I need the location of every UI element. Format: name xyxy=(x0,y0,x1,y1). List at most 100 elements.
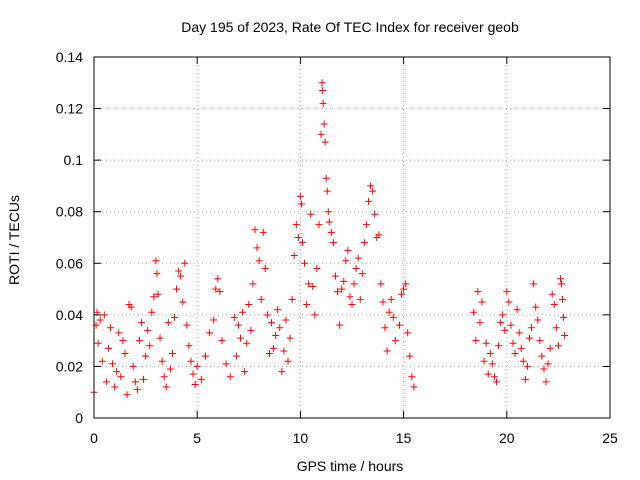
data-point xyxy=(501,326,509,334)
data-point xyxy=(290,252,298,260)
data-point xyxy=(94,339,102,347)
data-point xyxy=(137,319,145,327)
data-point xyxy=(511,350,519,358)
data-point xyxy=(164,319,172,327)
data-point xyxy=(495,342,503,350)
data-point xyxy=(324,208,332,216)
data-point xyxy=(329,239,337,247)
data-point xyxy=(492,378,500,386)
data-point xyxy=(294,234,302,241)
data-point xyxy=(321,138,329,146)
data-point xyxy=(336,321,344,329)
data-point xyxy=(189,370,197,378)
data-point xyxy=(383,347,391,355)
data-point xyxy=(142,352,150,360)
data-point xyxy=(129,362,137,370)
data-point xyxy=(387,295,395,303)
data-point xyxy=(245,301,253,309)
y-axis-label: ROTI / TECUs xyxy=(6,195,22,285)
data-point xyxy=(237,334,245,342)
data-point xyxy=(284,357,292,365)
data-point xyxy=(486,350,494,358)
data-point xyxy=(247,326,255,334)
data-point xyxy=(371,210,379,218)
data-point xyxy=(153,270,161,278)
data-point xyxy=(325,218,333,226)
data-point xyxy=(526,334,534,342)
data-point xyxy=(113,368,121,376)
data-point xyxy=(358,270,366,278)
data-point xyxy=(327,228,335,236)
data-point xyxy=(560,313,568,321)
data-point xyxy=(398,290,406,298)
data-point xyxy=(490,373,498,381)
data-point xyxy=(243,339,251,347)
data-point xyxy=(191,380,199,388)
data-point xyxy=(360,239,368,247)
y-tick-label: 0.1 xyxy=(64,152,84,168)
data-point xyxy=(474,288,482,296)
data-point xyxy=(268,319,276,327)
data-point xyxy=(107,324,115,332)
data-point xyxy=(162,383,170,391)
data-point xyxy=(297,200,305,208)
data-point xyxy=(318,79,326,87)
data-point xyxy=(515,329,523,337)
data-point xyxy=(111,383,119,391)
grid-lines xyxy=(94,57,610,418)
data-point xyxy=(334,288,342,296)
data-point xyxy=(270,344,278,352)
y-tick-label: 0.08 xyxy=(56,204,83,220)
data-point xyxy=(478,298,486,306)
data-point xyxy=(212,285,220,293)
data-point xyxy=(234,321,242,329)
data-point xyxy=(410,383,418,391)
data-point xyxy=(404,329,412,337)
data-point xyxy=(534,316,542,324)
data-point xyxy=(303,301,311,309)
data-point xyxy=(292,221,300,229)
x-tick-label: 0 xyxy=(90,430,98,446)
data-point xyxy=(301,259,309,267)
data-point xyxy=(319,87,327,95)
data-point xyxy=(550,301,558,309)
data-point xyxy=(503,288,511,296)
data-point xyxy=(276,324,284,332)
data-point xyxy=(154,290,162,298)
data-point xyxy=(408,373,416,381)
data-point xyxy=(354,254,362,262)
data-point xyxy=(140,375,148,383)
data-point xyxy=(104,344,112,352)
data-point xyxy=(352,264,360,272)
data-point xyxy=(201,352,209,360)
data-point xyxy=(170,313,178,321)
data-point xyxy=(150,293,158,301)
data-point xyxy=(513,306,521,314)
data-point xyxy=(323,187,331,195)
y-tick-label: 0.02 xyxy=(56,358,83,374)
data-point xyxy=(554,342,562,350)
data-point xyxy=(100,311,108,319)
data-point xyxy=(183,321,191,329)
data-point xyxy=(317,130,325,138)
data-point xyxy=(400,285,408,293)
data-point xyxy=(519,357,527,365)
data-point xyxy=(232,352,240,360)
data-point xyxy=(350,280,358,288)
data-point xyxy=(507,321,515,329)
data-point xyxy=(218,337,226,345)
data-point xyxy=(331,272,339,280)
y-tick-label: 0.04 xyxy=(56,307,83,323)
data-point xyxy=(505,298,513,306)
data-point xyxy=(193,362,201,370)
data-point xyxy=(296,192,304,200)
data-point xyxy=(538,352,546,360)
data-point xyxy=(274,306,282,314)
plot-frame xyxy=(93,56,611,419)
data-point xyxy=(367,182,375,190)
data-point xyxy=(241,368,249,376)
data-point xyxy=(115,329,123,337)
x-tick-label: 15 xyxy=(396,430,412,446)
data-point xyxy=(185,342,193,350)
